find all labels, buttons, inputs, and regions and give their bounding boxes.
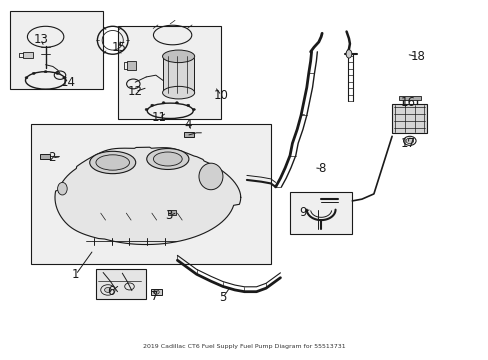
Circle shape [32,72,35,75]
Bar [398,96,420,100]
Bar [127,61,136,70]
Text: 3: 3 [165,209,173,222]
Ellipse shape [162,50,194,63]
Bar [184,132,193,138]
Text: 2: 2 [48,152,56,165]
Text: 6: 6 [107,285,115,298]
Circle shape [104,288,111,292]
Text: 8: 8 [318,162,325,175]
Text: 16: 16 [400,96,415,109]
Text: 10: 10 [214,89,228,102]
Bar [289,192,351,234]
Circle shape [162,102,164,104]
Ellipse shape [153,152,182,166]
Text: 11: 11 [151,111,166,124]
Text: 7: 7 [150,290,158,303]
Text: 2019 Cadillac CT6 Fuel Supply Fuel Pump Diagram for 55513731: 2019 Cadillac CT6 Fuel Supply Fuel Pump … [143,344,345,349]
Circle shape [175,102,178,104]
Bar [151,289,161,295]
Ellipse shape [146,149,188,170]
Text: 9: 9 [299,206,306,219]
Text: 4: 4 [184,118,191,131]
Text: 14: 14 [61,76,76,89]
Text: 5: 5 [219,291,226,304]
Ellipse shape [89,151,136,174]
Ellipse shape [199,163,223,190]
Text: 1: 1 [72,268,80,281]
Ellipse shape [346,50,351,58]
Text: 18: 18 [410,50,425,63]
Circle shape [44,71,47,73]
Bar [40,154,50,159]
Text: 12: 12 [127,85,142,98]
Circle shape [405,138,413,144]
Circle shape [186,104,189,106]
Text: 15: 15 [111,41,126,54]
Circle shape [63,77,66,79]
Circle shape [192,108,195,111]
Bar [96,269,146,299]
Bar [10,10,103,89]
Circle shape [56,72,59,75]
Ellipse shape [162,86,194,99]
Bar [31,124,270,264]
Bar [163,58,194,93]
Circle shape [145,108,148,111]
Bar [117,26,220,119]
Polygon shape [55,147,240,244]
Bar [167,210,176,215]
Text: 13: 13 [33,33,48,46]
Ellipse shape [58,183,67,195]
Text: 17: 17 [400,138,415,150]
Ellipse shape [96,155,129,170]
Bar [23,53,33,58]
Circle shape [150,104,153,106]
Circle shape [25,77,28,79]
Bar [391,104,426,133]
